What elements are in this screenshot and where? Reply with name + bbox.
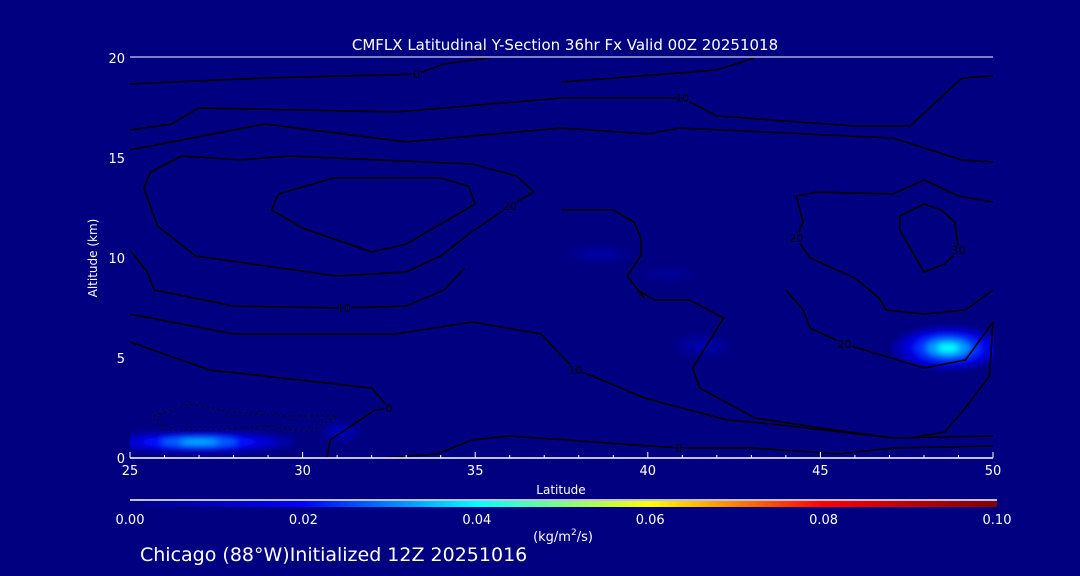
contour-line bbox=[795, 179, 994, 315]
contour-line bbox=[270, 177, 477, 253]
footer-location-init: Chicago (88°W)Initialized 12Z 20251016 bbox=[140, 544, 527, 566]
contour-layer: 0 10 20 30 20 20 10 10 0 0 bbox=[130, 58, 994, 458]
contour-line bbox=[143, 155, 536, 277]
contour-line bbox=[785, 289, 994, 369]
colorbar-tick-label: 0.04 bbox=[462, 513, 491, 528]
x-tick-label: 50 bbox=[985, 464, 1002, 479]
flux-level bbox=[592, 252, 607, 256]
y-tick-label: 0 bbox=[117, 452, 125, 467]
y-tick-label: 15 bbox=[108, 152, 125, 167]
flux-maximum bbox=[319, 422, 362, 442]
units-superscript: 2 bbox=[571, 528, 577, 538]
contour-label: 30 bbox=[951, 244, 965, 257]
colorbar-tick-label: 0.08 bbox=[809, 513, 838, 528]
contour-label: 20 bbox=[838, 338, 852, 351]
contour-line bbox=[130, 58, 490, 85]
x-tick-label: 35 bbox=[467, 464, 484, 479]
contour-line bbox=[130, 249, 466, 309]
contour-line bbox=[130, 313, 994, 439]
colorbar-tick-label: 0.02 bbox=[289, 513, 318, 528]
colorbar: 0.00 0.02 0.04 0.06 0.08 0.10 bbox=[116, 499, 1012, 528]
y-tick-label: 20 bbox=[108, 52, 125, 67]
colorbar-gradient bbox=[130, 501, 997, 507]
contour-line bbox=[910, 321, 994, 439]
contour-label: 0 bbox=[413, 68, 420, 81]
flux-level bbox=[179, 439, 219, 445]
colorbar-tick-label: 0.00 bbox=[116, 513, 145, 528]
contour-label: 0 bbox=[675, 442, 682, 455]
colorbar-tick-label: 0.10 bbox=[983, 513, 1012, 528]
flux-maximum bbox=[671, 334, 735, 358]
contour-label: 20 bbox=[503, 200, 517, 213]
colorbar-units: (kg/m2/s) bbox=[533, 528, 593, 545]
y-axis-label: Altitude (km) bbox=[86, 219, 100, 298]
flux-level bbox=[937, 343, 960, 353]
flux-maximum bbox=[130, 431, 296, 453]
contour-line bbox=[130, 75, 994, 131]
x-tick-label: 25 bbox=[122, 464, 139, 479]
flux-maximum bbox=[637, 265, 700, 283]
contour-label: 20 bbox=[789, 232, 803, 245]
x-tick-label: 40 bbox=[640, 464, 657, 479]
x-axis-label: Latitude bbox=[536, 483, 585, 497]
flux-maximum bbox=[892, 326, 994, 370]
contour-line bbox=[130, 123, 994, 163]
y-tick-label: 5 bbox=[117, 352, 125, 367]
contour-line bbox=[130, 341, 391, 458]
contour-label: 10 bbox=[337, 302, 351, 315]
axes: 25 30 35 40 45 50 0 5 10 15 20 bbox=[108, 52, 1001, 479]
contour-label: 0 bbox=[385, 402, 392, 415]
units-prefix: (kg/m bbox=[533, 530, 571, 545]
units-suffix: /s) bbox=[577, 530, 593, 545]
contour-line bbox=[898, 203, 960, 273]
contour-label: 10 bbox=[675, 92, 689, 105]
chart-title: CMFLX Latitudinal Y-Section 36hr Fx Vali… bbox=[352, 36, 778, 54]
x-tick-label: 45 bbox=[812, 464, 829, 479]
contour-line bbox=[561, 209, 894, 439]
contour-label: 10 bbox=[568, 364, 582, 377]
x-tick-label: 30 bbox=[294, 464, 311, 479]
contour-line bbox=[381, 435, 994, 458]
colorbar-tick-label: 0.06 bbox=[636, 513, 665, 528]
flux-level bbox=[662, 272, 675, 276]
contour-line bbox=[561, 58, 756, 83]
flux-fill-layer bbox=[130, 244, 994, 453]
flux-maximum bbox=[564, 244, 634, 264]
y-tick-label: 10 bbox=[108, 252, 125, 267]
